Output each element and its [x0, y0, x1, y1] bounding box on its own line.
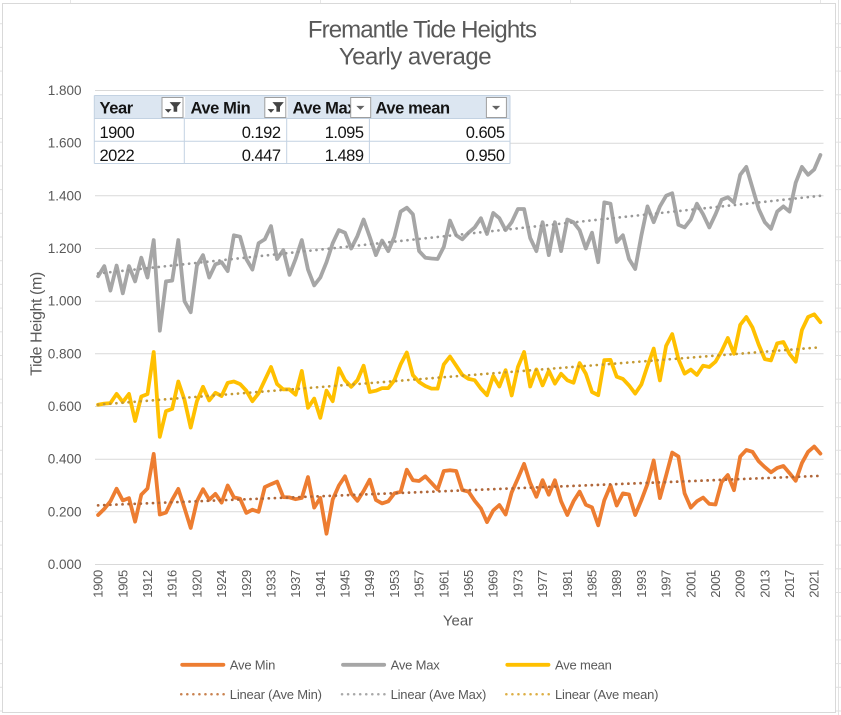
svg-text:1920: 1920: [189, 570, 204, 598]
svg-text:2013: 2013: [757, 570, 772, 598]
svg-text:1900: 1900: [91, 570, 106, 598]
svg-text:1.200: 1.200: [48, 241, 82, 256]
svg-text:1933: 1933: [264, 570, 279, 598]
svg-text:1.600: 1.600: [48, 136, 82, 151]
svg-text:1977: 1977: [535, 570, 550, 598]
svg-text:Year: Year: [100, 100, 134, 118]
svg-text:0.400: 0.400: [48, 452, 82, 467]
svg-text:Yearly average: Yearly average: [339, 44, 491, 71]
svg-text:1.000: 1.000: [48, 294, 82, 309]
svg-text:1997: 1997: [659, 570, 674, 598]
svg-text:1961: 1961: [436, 570, 451, 598]
svg-text:Ave Min: Ave Min: [191, 100, 251, 118]
svg-text:1953: 1953: [387, 570, 402, 598]
svg-text:Linear (Ave Max): Linear (Ave Max): [391, 687, 487, 702]
svg-text:Tide Height (m): Tide Height (m): [29, 272, 46, 376]
svg-text:0.800: 0.800: [48, 346, 82, 361]
svg-text:0.200: 0.200: [48, 504, 82, 519]
svg-text:0.192: 0.192: [242, 124, 281, 142]
svg-text:1.400: 1.400: [48, 188, 82, 203]
svg-text:1993: 1993: [634, 570, 649, 598]
svg-text:1981: 1981: [560, 570, 575, 598]
svg-text:1916: 1916: [165, 570, 180, 598]
svg-text:Linear (Ave mean): Linear (Ave mean): [555, 687, 658, 702]
svg-text:2009: 2009: [733, 570, 748, 598]
svg-text:0.600: 0.600: [48, 399, 82, 414]
svg-text:2005: 2005: [708, 570, 723, 598]
svg-text:1941: 1941: [313, 570, 328, 598]
svg-text:1973: 1973: [510, 570, 525, 598]
svg-text:1929: 1929: [239, 570, 254, 598]
svg-text:2017: 2017: [782, 570, 797, 598]
svg-text:1900: 1900: [100, 124, 135, 142]
svg-text:Ave mean: Ave mean: [376, 100, 450, 118]
svg-text:Ave Min: Ave Min: [230, 657, 275, 672]
svg-text:1969: 1969: [486, 570, 501, 598]
svg-text:1.800: 1.800: [48, 83, 82, 98]
svg-text:1.489: 1.489: [325, 147, 364, 165]
svg-text:0.950: 0.950: [466, 147, 505, 165]
svg-text:1965: 1965: [461, 570, 476, 598]
svg-text:Linear (Ave Min): Linear (Ave Min): [230, 687, 322, 702]
svg-text:1957: 1957: [412, 570, 427, 598]
svg-text:0.000: 0.000: [48, 557, 82, 572]
svg-text:1985: 1985: [585, 570, 600, 598]
svg-text:2001: 2001: [683, 570, 698, 598]
svg-text:1989: 1989: [609, 570, 624, 598]
svg-text:1945: 1945: [338, 570, 353, 598]
svg-text:1912: 1912: [140, 570, 155, 598]
svg-text:0.605: 0.605: [466, 124, 505, 142]
svg-text:Ave Max: Ave Max: [293, 100, 358, 118]
svg-text:Fremantle Tide Heights: Fremantle Tide Heights: [308, 17, 537, 44]
svg-text:1924: 1924: [214, 570, 229, 598]
svg-text:Ave mean: Ave mean: [555, 657, 612, 672]
svg-text:1.095: 1.095: [325, 124, 364, 142]
svg-text:Year: Year: [443, 613, 473, 630]
svg-text:Ave Max: Ave Max: [391, 657, 441, 672]
svg-text:1949: 1949: [362, 570, 377, 598]
svg-text:1937: 1937: [288, 570, 303, 598]
svg-text:0.447: 0.447: [242, 147, 281, 165]
svg-text:1905: 1905: [115, 570, 130, 598]
svg-text:2022: 2022: [100, 147, 135, 165]
svg-text:2021: 2021: [807, 570, 822, 598]
